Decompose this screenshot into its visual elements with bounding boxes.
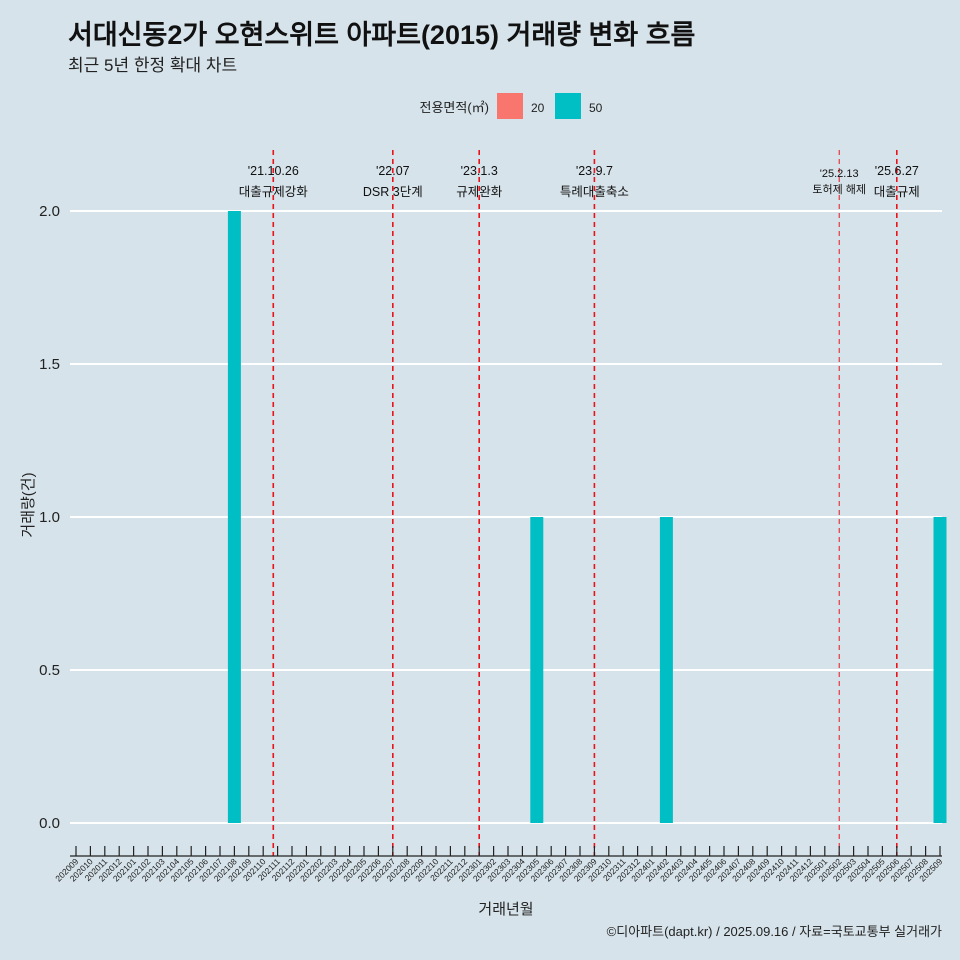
event-label: 규제완화: [456, 185, 503, 199]
legend: 전용면적(㎡) 20 50: [420, 93, 603, 119]
chart-subtitle: 최근 5년 한정 확대 차트: [68, 56, 237, 75]
legend-label: 20: [531, 101, 545, 115]
event-label: 대출규제: [874, 185, 920, 199]
event-markers: '21.10.26 대출규제강화 '22.07 DSR 3단계 '23.1.3 규제완화 '…: [239, 150, 920, 856]
y-axis-label: 거래량(건): [20, 472, 37, 537]
bar: [659, 517, 673, 823]
event-label: 대출규제강화: [239, 185, 309, 199]
gridlines: [70, 210, 942, 824]
x-axis-label: 거래년월: [478, 901, 533, 918]
legend-label: 50: [589, 101, 603, 115]
event-label: 특례대출축소: [560, 185, 629, 199]
caption: ©디아파트(dapt.kr) / 2025.09.16 / 자료=국토교통부 실…: [607, 924, 942, 939]
event-date: '21.10.26: [248, 164, 299, 178]
bar: [530, 517, 544, 823]
event-date: '23.1.3: [461, 164, 498, 178]
y-tick-label: 1.0: [39, 509, 60, 526]
legend-key: [497, 93, 523, 119]
event-date: '23.9.7: [576, 164, 613, 178]
y-tick-label: 2.0: [39, 203, 60, 220]
event-label: 토허제 해제: [812, 182, 866, 196]
y-tick-label: 1.5: [39, 356, 60, 373]
legend-title: 전용면적(㎡): [420, 100, 490, 115]
event-date: '22.07: [376, 164, 410, 178]
y-tick-label: 0.5: [39, 662, 60, 679]
event-date: '25.2.13: [820, 168, 859, 180]
bar: [933, 517, 947, 823]
bar: [227, 211, 241, 823]
chart-title: 서대신동2가 오현스위트 아파트(2015) 거래량 변화 흐름: [68, 20, 695, 50]
axes: 0.00.51.01.52.02020092020102020112020122…: [39, 203, 944, 883]
bars: [227, 211, 947, 823]
event-date: '25.6.27: [875, 164, 919, 178]
event-label: DSR 3단계: [363, 185, 423, 199]
y-tick-label: 0.0: [39, 815, 60, 832]
legend-key: [555, 93, 581, 119]
